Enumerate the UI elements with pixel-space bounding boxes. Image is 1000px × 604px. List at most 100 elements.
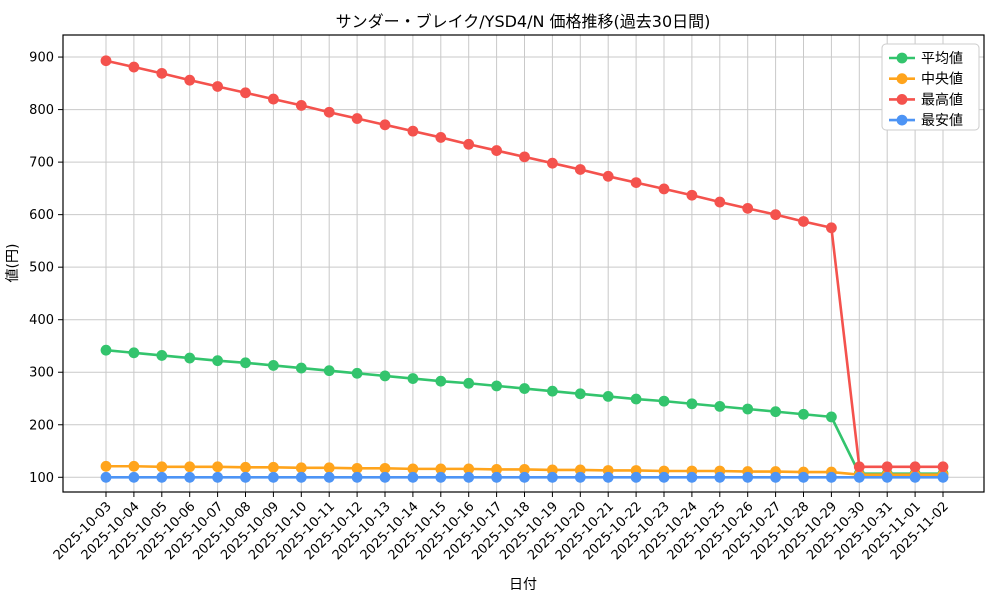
series-point-中央値: [240, 461, 251, 473]
series-point-平均値: [491, 380, 502, 392]
plot-frame: [62, 34, 985, 493]
series-point-最高値: [630, 177, 642, 189]
series-point-最高値: [379, 119, 391, 131]
series-point-最高値: [240, 87, 251, 99]
series-point-最高値: [407, 125, 419, 137]
series-point-平均値: [547, 385, 558, 397]
axis-ticks: [58, 56, 944, 497]
legend-label-中央値: 中央値: [921, 72, 963, 88]
series-point-最安値: [435, 471, 447, 483]
series-point-最安値: [826, 471, 837, 483]
series-point-平均値: [602, 390, 614, 402]
series-point-最安値: [602, 471, 614, 483]
series-point-最安値: [379, 471, 391, 483]
series-point-中央値: [156, 461, 168, 473]
series-point-中央値: [268, 461, 279, 473]
series-point-最安値: [100, 471, 112, 483]
series-point-最安値: [714, 471, 726, 483]
series-point-中央値: [351, 462, 363, 474]
chart-title: サンダー・ブレイク/YSD4/N 価格推移(過去30日間): [336, 12, 711, 31]
series-point-最安値: [770, 471, 781, 483]
series-point-中央値: [184, 461, 196, 473]
series-point-最高値: [268, 93, 279, 105]
series-point-最高値: [295, 99, 307, 111]
series-point-平均値: [128, 347, 140, 359]
series-point-最安値: [323, 471, 335, 483]
series-point-最高値: [212, 81, 224, 92]
series-point-平均値: [826, 411, 837, 423]
series-point-最高値: [519, 151, 530, 163]
series-point-中央値: [323, 462, 335, 474]
series-point-平均値: [323, 365, 335, 377]
series-point-最安値: [909, 471, 921, 483]
series-point-最高値: [184, 74, 196, 86]
series-point-平均値: [519, 383, 530, 394]
series-point-最高値: [351, 113, 363, 124]
series-point-最安値: [686, 471, 698, 483]
series-point-中央値: [295, 462, 307, 474]
legend-marker-最高値: [896, 94, 908, 105]
series-point-最高値: [937, 461, 949, 473]
series-point-平均値: [100, 344, 112, 356]
series-point-平均値: [268, 360, 279, 371]
y-tick-label: 900: [29, 51, 54, 66]
series-point-最安値: [742, 471, 754, 483]
series-point-最安値: [491, 471, 502, 483]
series-point-最安値: [853, 471, 865, 483]
series-point-最高値: [826, 222, 837, 234]
series-point-平均値: [212, 355, 224, 367]
series-point-最高値: [742, 202, 754, 214]
y-tick-label: 500: [29, 261, 54, 276]
legend-label-最安値: 最安値: [921, 113, 963, 129]
series-point-最安値: [658, 471, 670, 483]
series-point-最高値: [798, 216, 809, 227]
series-point-最高値: [435, 132, 447, 143]
plot-border: [62, 34, 985, 493]
x-axis-label: 日付: [509, 577, 537, 593]
series-point-平均値: [351, 367, 363, 379]
series-point-中央値: [491, 464, 502, 475]
y-tick-label: 300: [29, 366, 54, 381]
series-point-最安値: [463, 471, 475, 483]
series-point-最高値: [323, 106, 335, 118]
y-axis-label: 値(円): [5, 244, 21, 283]
legend-marker-最安値: [896, 114, 908, 126]
series-point-最安値: [184, 471, 196, 483]
series-point-中央値: [463, 463, 475, 475]
series-point-中央値: [519, 464, 530, 475]
series-point-最安値: [630, 471, 642, 483]
series-point-最高値: [491, 145, 502, 156]
legend-label-最高値: 最高値: [921, 91, 963, 108]
y-tick-label: 800: [29, 103, 54, 118]
data-series: [100, 55, 949, 483]
series-point-最高値: [714, 196, 726, 208]
series-point-平均値: [295, 362, 307, 374]
series-point-中央値: [100, 460, 112, 472]
series-point-平均値: [379, 370, 391, 382]
series-point-最高値: [881, 461, 893, 473]
series-point-最安値: [519, 471, 530, 483]
series-point-平均値: [714, 400, 726, 412]
series-point-最安値: [128, 471, 140, 483]
series-point-最安値: [295, 471, 307, 483]
series-point-最高値: [128, 61, 140, 73]
series-point-最高値: [547, 157, 558, 169]
series-point-最高値: [156, 67, 168, 79]
legend-marker-平均値: [896, 52, 908, 64]
series-point-最安値: [212, 471, 224, 483]
series-point-平均値: [686, 398, 698, 410]
series-point-平均値: [156, 350, 168, 361]
series-point-平均値: [770, 406, 781, 418]
series-point-最高値: [602, 170, 614, 182]
series-point-平均値: [658, 395, 670, 407]
series-point-最高値: [853, 461, 865, 473]
series-point-最高値: [686, 189, 698, 201]
series-point-最安値: [881, 471, 893, 483]
series-point-最高値: [658, 183, 670, 195]
legend-marker-中央値: [896, 73, 908, 85]
tick-labels: 1002003004005006007008009002025-10-03202…: [29, 51, 952, 564]
series-point-平均値: [630, 393, 642, 405]
